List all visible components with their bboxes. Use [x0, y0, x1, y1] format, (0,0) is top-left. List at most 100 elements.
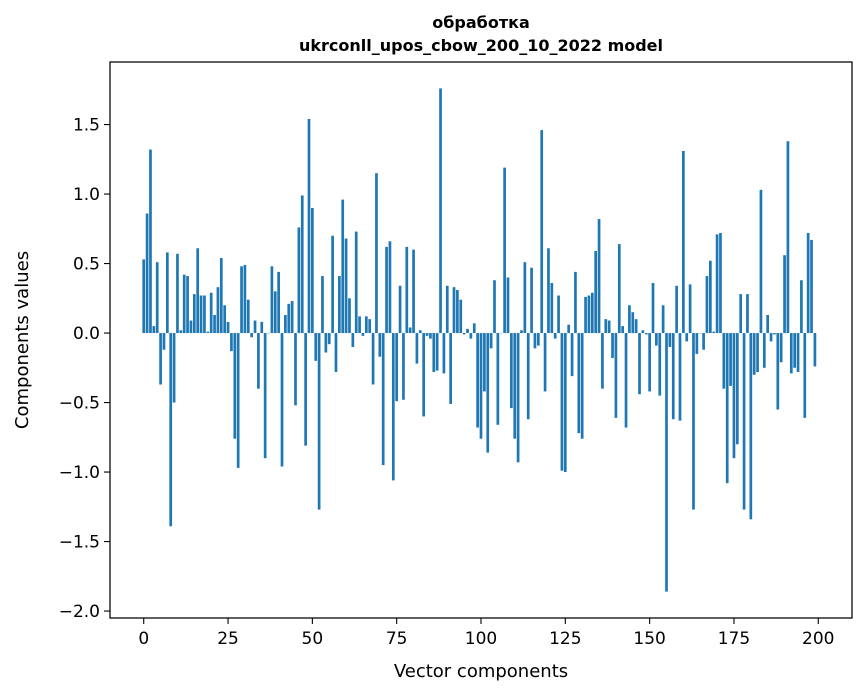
bar — [459, 300, 462, 333]
bar — [142, 259, 145, 333]
bar — [210, 293, 213, 333]
bar — [615, 333, 618, 418]
bar — [287, 304, 290, 333]
bar — [696, 333, 699, 354]
y-tick-label: −1.5 — [59, 533, 100, 553]
x-tick-label: 150 — [633, 629, 665, 649]
bar — [206, 332, 209, 333]
bar — [635, 319, 638, 333]
bar — [220, 258, 223, 333]
x-tick-label: 50 — [302, 629, 324, 649]
bar — [277, 272, 280, 333]
bar — [557, 296, 560, 334]
bar — [146, 214, 149, 334]
bar — [513, 333, 516, 439]
bar — [362, 333, 365, 336]
bar — [645, 333, 648, 334]
bar — [567, 325, 570, 333]
bar — [722, 333, 725, 389]
bar — [537, 333, 540, 346]
bar — [260, 322, 263, 333]
bar — [439, 88, 442, 333]
bar — [190, 321, 193, 334]
bar — [419, 330, 422, 333]
bar — [355, 232, 358, 333]
bar — [341, 200, 344, 333]
bar — [301, 195, 304, 333]
bar — [274, 291, 277, 333]
bar — [426, 333, 429, 336]
bar — [793, 333, 796, 368]
bar — [648, 333, 651, 391]
bar — [736, 333, 739, 444]
bar — [449, 333, 452, 404]
bar — [631, 312, 634, 333]
bar — [685, 333, 688, 341]
y-tick-label: 0.0 — [73, 324, 100, 344]
bar — [628, 305, 631, 333]
x-tick-label: 0 — [138, 629, 149, 649]
bar — [227, 322, 230, 333]
bar — [247, 300, 250, 333]
bar — [669, 333, 672, 347]
y-tick-label: 0.5 — [73, 255, 100, 275]
x-tick-label: 125 — [549, 629, 581, 649]
bar — [544, 333, 547, 391]
bar — [338, 276, 341, 333]
bar — [328, 333, 331, 344]
bar — [173, 333, 176, 403]
bar — [429, 333, 432, 339]
bar — [476, 333, 479, 428]
bar — [783, 255, 786, 333]
bar — [254, 321, 257, 334]
bar — [706, 276, 709, 333]
x-axis-label: Vector components — [394, 661, 568, 682]
bar — [402, 333, 405, 400]
bar — [213, 315, 216, 333]
bar — [490, 333, 493, 348]
bar — [662, 305, 665, 333]
bar — [800, 280, 803, 333]
bar — [335, 333, 338, 372]
bar — [385, 247, 388, 333]
bar — [311, 208, 314, 333]
bar — [507, 277, 510, 333]
bar — [166, 252, 169, 333]
bar — [291, 301, 294, 333]
bar — [702, 333, 705, 350]
bar — [561, 333, 564, 471]
bar — [517, 333, 520, 462]
bar — [298, 227, 301, 333]
bar — [534, 333, 537, 348]
bar — [392, 333, 395, 480]
bar — [416, 333, 419, 364]
bar — [591, 293, 594, 333]
bar — [244, 265, 247, 333]
bar — [240, 266, 243, 333]
bar — [412, 250, 415, 333]
bar — [473, 323, 476, 333]
bar — [348, 298, 351, 333]
bar — [368, 319, 371, 333]
bar — [766, 315, 769, 333]
bar — [510, 333, 513, 408]
bar — [230, 333, 233, 351]
bar — [196, 248, 199, 333]
bar — [621, 326, 624, 333]
bars — [142, 88, 816, 591]
bar — [790, 333, 793, 373]
bar — [203, 296, 206, 334]
bar — [217, 287, 220, 333]
bar — [749, 333, 752, 519]
x-tick-label: 100 — [465, 629, 497, 649]
bar — [436, 333, 439, 371]
bar — [672, 333, 675, 419]
bar — [776, 333, 779, 409]
bar — [264, 333, 267, 458]
bar — [584, 297, 587, 333]
x-tick-label: 75 — [386, 629, 408, 649]
bar — [797, 333, 800, 372]
y-tick-label: 1.5 — [73, 116, 100, 136]
